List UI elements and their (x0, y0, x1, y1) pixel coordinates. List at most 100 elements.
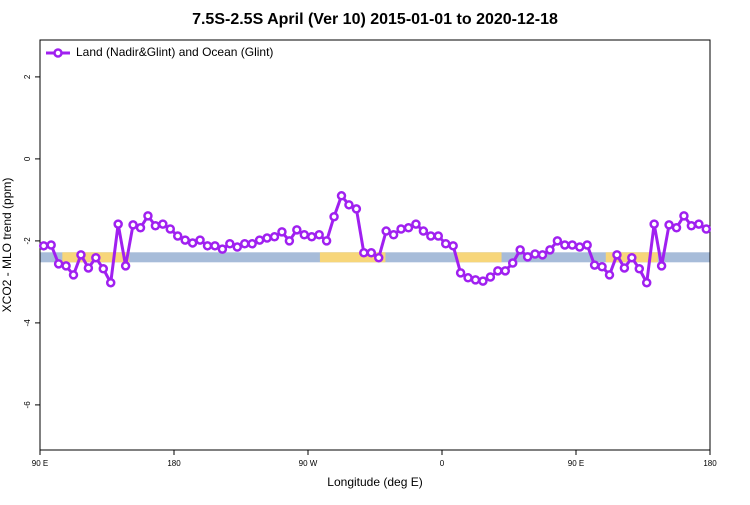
data-point (701, 224, 712, 234)
data-point (262, 233, 272, 243)
data-point (686, 220, 697, 231)
data-point (373, 252, 384, 263)
data-point (225, 239, 235, 249)
x-axis-label: Longitude (deg E) (327, 475, 422, 489)
data-point (485, 272, 496, 282)
surface-band (319, 252, 386, 263)
data-point (418, 226, 429, 236)
data-point (150, 220, 161, 231)
data-point (478, 276, 488, 286)
data-point (202, 241, 213, 251)
data-point (120, 261, 131, 271)
data-point (292, 225, 302, 235)
x-tick-label: 90 E (568, 459, 584, 468)
data-point (679, 211, 689, 221)
data-point (641, 277, 652, 288)
data-point (247, 239, 257, 249)
data-point (589, 260, 600, 270)
data-point (507, 258, 518, 268)
x-tick-label: 90 E (32, 459, 48, 468)
y-tick-label: -6 (23, 401, 32, 409)
data-point (38, 241, 49, 251)
data-point (582, 240, 592, 250)
data-point (366, 248, 377, 258)
data-point (98, 264, 109, 274)
data-point (530, 249, 540, 259)
data-point (411, 219, 421, 229)
data-point (664, 220, 674, 230)
data-point (522, 252, 533, 262)
data-point (172, 231, 183, 241)
data-point (537, 250, 548, 260)
data-point (158, 219, 168, 229)
y-tick-label: 0 (23, 156, 32, 161)
data-point (426, 231, 436, 241)
data-point (344, 200, 354, 210)
data-point (135, 223, 146, 233)
data-point (277, 227, 287, 237)
data-point (61, 261, 71, 271)
data-point (180, 235, 190, 245)
data-point (254, 235, 265, 245)
data-point (463, 273, 473, 283)
data-point (232, 242, 243, 252)
data-point (396, 224, 406, 234)
data-point (671, 223, 682, 233)
data-point (143, 211, 153, 221)
data-point (619, 263, 630, 273)
data-point (493, 266, 503, 276)
y-axis-label: XCO2 - MLO trend (ppm) (0, 178, 14, 313)
data-point (694, 219, 704, 229)
data-point (567, 240, 578, 250)
data-point (656, 261, 667, 271)
data-point (195, 235, 205, 245)
data-point (83, 263, 94, 273)
data-point (359, 248, 369, 258)
data-point (381, 226, 391, 236)
plot-frame (39, 39, 711, 451)
data-point (165, 224, 176, 234)
data-point (187, 238, 198, 248)
data-point (604, 270, 615, 280)
data-point (440, 239, 451, 249)
data-point (552, 236, 563, 246)
data-point (105, 277, 116, 288)
data-point (574, 242, 585, 252)
data-point (68, 270, 79, 280)
data-point (329, 211, 339, 222)
data-point (433, 231, 444, 241)
x-tick-label: 90 W (299, 459, 318, 468)
data-point (321, 236, 332, 246)
legend-label: Land (Nadir&Glint) and Ocean (Glint) (76, 45, 273, 59)
x-tick-label: 180 (703, 459, 717, 468)
data-point (239, 239, 250, 249)
y-tick-label: -4 (23, 319, 32, 327)
data-point (649, 219, 659, 229)
data-point (128, 220, 138, 230)
data-point (351, 204, 362, 214)
series-line (43, 192, 708, 288)
data-point (299, 230, 310, 240)
data-point (314, 230, 324, 240)
data-point (470, 275, 481, 285)
data-point (455, 268, 466, 278)
y-tick-label: -2 (23, 237, 32, 245)
data-point (210, 241, 220, 251)
data-point (515, 245, 525, 255)
data-point (612, 250, 622, 260)
chart-title: 7.5S-2.5S April (Ver 10) 2015-01-01 to 2… (192, 11, 558, 28)
data-point (388, 230, 399, 240)
data-point (269, 232, 280, 242)
data-point (336, 191, 347, 201)
data-point (597, 261, 607, 272)
data-point (545, 245, 555, 255)
y-tick-label: 2 (23, 74, 32, 79)
data-point (306, 232, 317, 242)
data-point (560, 240, 570, 250)
data-point (403, 223, 414, 233)
data-point (113, 219, 123, 229)
data-point (284, 236, 295, 246)
x-tick-label: 0 (440, 459, 445, 468)
data-point (448, 241, 458, 251)
